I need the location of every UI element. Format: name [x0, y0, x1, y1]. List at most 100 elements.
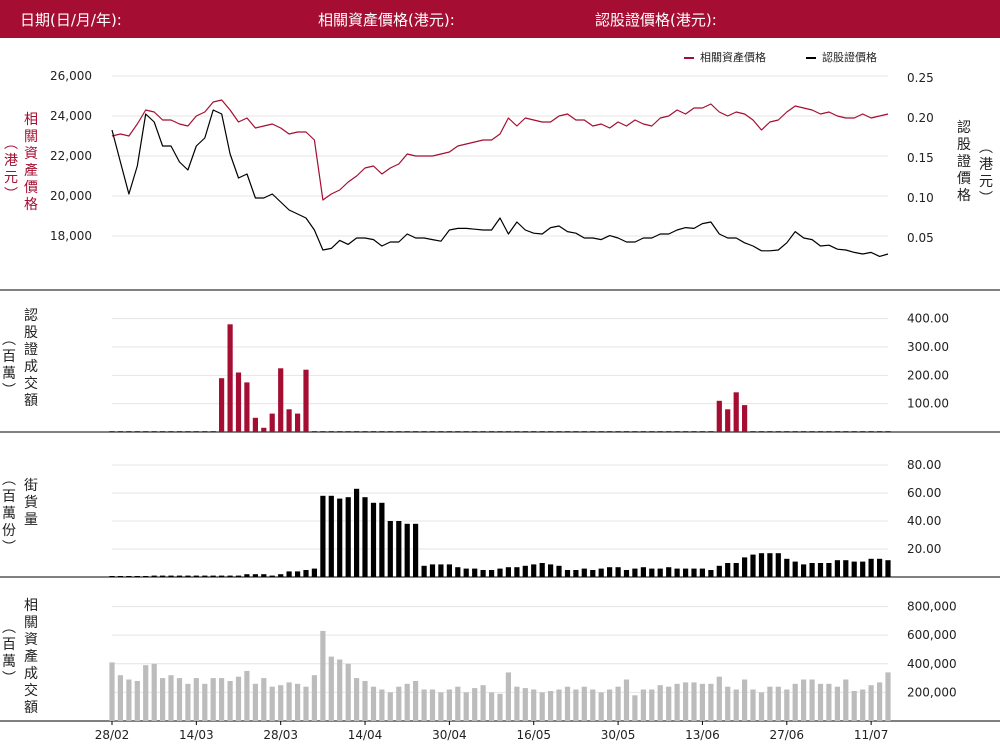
underlying-turnover-bar	[320, 630, 326, 721]
underlying-turnover-bar	[699, 683, 705, 721]
outstanding-bar	[539, 563, 545, 577]
underlying-turnover-bar	[429, 689, 436, 721]
underlying-turnover-bar	[758, 692, 765, 721]
warrant-turnover-bar	[143, 431, 149, 432]
price-left-tick-label: 24,000	[50, 109, 92, 123]
outstanding-bar	[598, 568, 604, 577]
underlying-turnover-bar	[767, 686, 773, 721]
underlying-turnover-bar	[615, 686, 621, 721]
warrant-turnover-bar	[497, 431, 503, 432]
outstanding-bar	[354, 488, 360, 577]
warrant-turnover-axis-title-text-char-1: 股	[24, 325, 38, 341]
outstanding-bar	[303, 570, 309, 577]
outstanding-bar	[581, 568, 587, 577]
outstanding-bar	[227, 575, 233, 577]
legend-swatch-underlying	[684, 57, 694, 59]
underlying-turnover-axis-unit-text-char-2: 萬	[2, 654, 16, 670]
outstanding-bar	[328, 495, 334, 577]
warrant-turnover-axis-title: 認股證成交額	[22, 308, 40, 410]
warrant-turnover-bar	[303, 369, 309, 432]
underlying-turnover-bar	[860, 689, 866, 721]
underlying-turnover-axis-title-text-char-2: 資	[24, 632, 38, 648]
underlying-turnover-bar	[877, 682, 883, 721]
outstanding-bar	[219, 575, 225, 577]
outstanding-bar	[708, 570, 714, 577]
warrant-turnover-axis-unit-text-char-1: 百	[2, 349, 16, 365]
legend-underlying[interactable]: 相關資產價格	[684, 49, 766, 65]
underlying-turnover-bar	[843, 679, 849, 721]
underlying-price-label: 相關資產價格(港元):	[318, 11, 455, 29]
underlying-turnover-bar	[564, 686, 571, 721]
underlying-turnover-bar	[851, 691, 857, 721]
outstanding-axis-title-text-char-0: 街	[24, 478, 38, 494]
outstanding-bar	[683, 568, 689, 577]
x-tick-label: 27/06	[769, 728, 804, 742]
underlying-turnover-tick-label: 600,000	[907, 628, 957, 642]
warrant-turnover-bar	[632, 431, 638, 432]
outstanding-bar	[160, 575, 166, 577]
outstanding-bar	[396, 521, 402, 577]
price-left-axis-title-text-char-2: 資	[24, 146, 38, 162]
warrant-turnover-bar	[742, 405, 748, 432]
outstanding-bar	[320, 495, 326, 577]
outstanding-tick-label: 40.00	[907, 514, 941, 528]
underlying-turnover-bar	[235, 676, 242, 721]
outstanding-bar	[649, 568, 655, 577]
underlying-turnover-bar	[607, 689, 613, 721]
warrant-turnover-bar	[640, 431, 646, 432]
outstanding-axis-unit-text-char-3: 份	[2, 523, 16, 539]
outstanding-bar	[590, 570, 596, 577]
outstanding-bar	[235, 575, 242, 577]
outstanding-bar	[666, 567, 672, 577]
underlying-turnover-bar	[885, 672, 891, 721]
x-tick-label: 13/06	[685, 728, 720, 742]
underlying-turnover-bar	[497, 693, 503, 721]
warrant-turnover-axis-title-text-char-5: 額	[24, 393, 38, 409]
outstanding-bar	[143, 576, 149, 577]
underlying-turnover-bar	[370, 686, 377, 721]
underlying-turnover-bar	[210, 678, 216, 721]
warrant-turnover-bar	[252, 417, 258, 432]
warrant-turnover-tick-label: 100.00	[907, 397, 949, 411]
warrant-turnover-axis-title-text: 認股證成交額	[22, 308, 40, 410]
warrant-turnover-bar	[851, 431, 857, 432]
warrant-turnover-bar	[843, 431, 849, 432]
warrant-turnover-axis-unit-text-char-2: 萬	[2, 366, 16, 382]
underlying-turnover-bar	[505, 672, 511, 721]
outstanding-bar	[826, 563, 832, 577]
price-right-axis-unit: ︵ 港元 ︶	[977, 140, 995, 208]
warrant-turnover-tick-label: 200.00	[907, 368, 949, 382]
underlying-turnover-bar	[463, 692, 469, 721]
underlying-turnover-bar	[261, 678, 267, 721]
price-left-axis-title-text-char-3: 產	[24, 163, 38, 179]
warrant-turnover-axis-title-text-char-4: 交	[24, 376, 38, 392]
outstanding-bar	[674, 568, 680, 577]
outstanding-bar	[615, 567, 621, 577]
warrant-turnover-bar	[615, 431, 621, 432]
underlying-turnover-bar	[219, 678, 225, 721]
outstanding-bar	[278, 574, 284, 577]
warrant-turnover-axis-unit: ︵ 百萬 ︶	[0, 332, 18, 400]
x-tick-label: 14/04	[348, 728, 383, 742]
underlying-turnover-bar	[784, 689, 790, 721]
price-left-axis-title-text-char-1: 關	[24, 129, 38, 145]
underlying-turnover-bar	[160, 678, 166, 721]
underlying-turnover-bar	[269, 686, 275, 721]
warrant-turnover-bar	[792, 431, 798, 432]
underlying-turnover-bar	[801, 679, 807, 721]
underlying-turnover-bar	[632, 695, 638, 721]
warrant-turnover-bar	[868, 431, 874, 432]
underlying-turnover-bar	[514, 686, 520, 721]
warrant-turnover-bar	[877, 431, 883, 432]
outstanding-bar	[691, 568, 697, 577]
underlying-price-line	[111, 99, 889, 201]
outstanding-bar	[362, 497, 368, 577]
price-right-axis-unit-text-char-2: 元	[979, 174, 993, 190]
price-left-axis-unit-text-char-2: 元	[4, 170, 18, 186]
underlying-turnover-bar	[623, 679, 630, 721]
outstanding-bar	[269, 575, 275, 577]
underlying-turnover-bar	[775, 686, 781, 721]
legend-warrant[interactable]: 認股證價格	[806, 49, 877, 65]
underlying-turnover-bar	[446, 689, 452, 721]
outstanding-bar	[505, 567, 511, 577]
